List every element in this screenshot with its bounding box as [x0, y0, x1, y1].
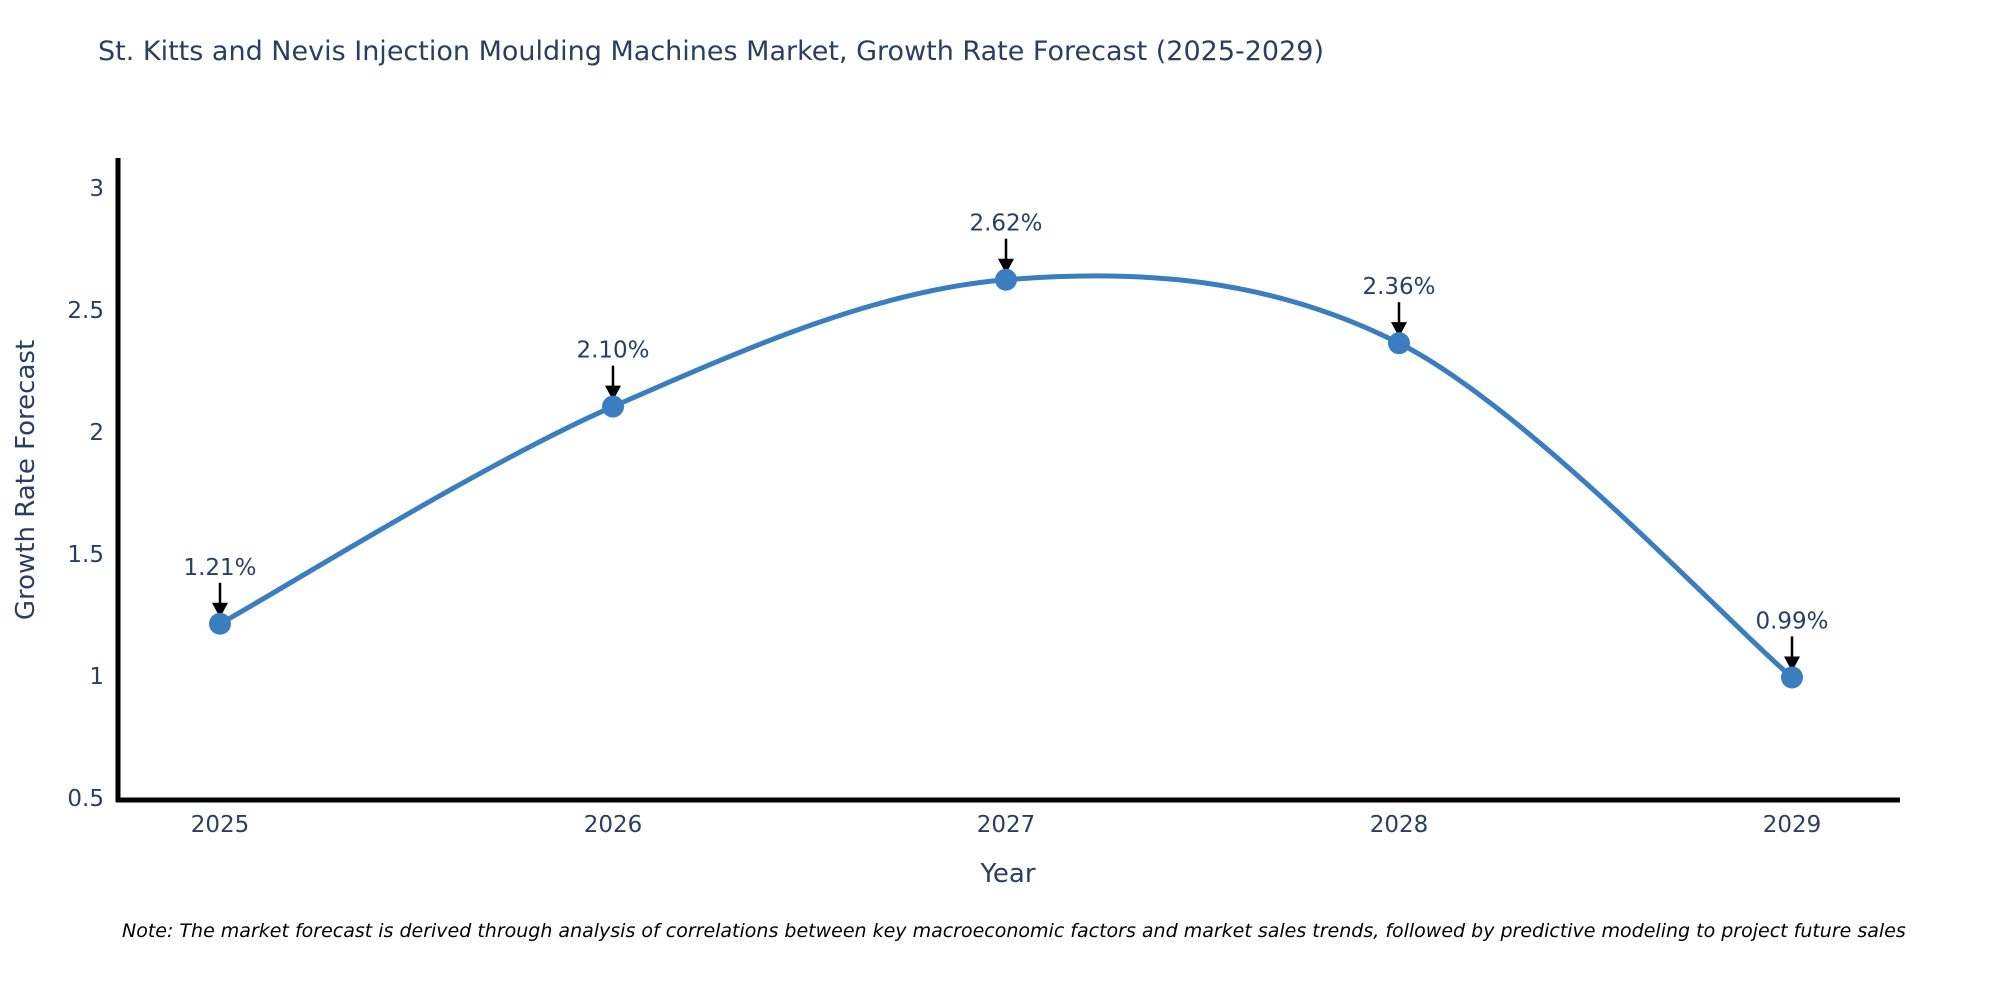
- y-axis-title: Growth Rate Forecast: [11, 340, 41, 620]
- data-point-marker-2025[interactable]: [209, 612, 231, 635]
- annotation-arrowhead-icon: [1784, 656, 1800, 672]
- data-point-group: 1.21%: [183, 555, 257, 635]
- x-tick-label: 2027: [977, 812, 1036, 838]
- data-point-group: 2.62%: [969, 211, 1043, 291]
- data-point-marker-2029[interactable]: [1781, 666, 1803, 689]
- chart-title: St. Kitts and Nevis Injection Moulding M…: [98, 36, 1324, 67]
- y-tick-label: 1.5: [67, 542, 104, 568]
- data-point-marker-2026[interactable]: [602, 395, 624, 418]
- x-axis-title: Year: [979, 859, 1035, 889]
- annotation-arrowhead-icon: [998, 258, 1014, 274]
- annotation-arrowhead-icon: [212, 602, 228, 618]
- data-point-label: 0.99%: [1755, 608, 1828, 634]
- x-tick-label: 2028: [1370, 812, 1429, 838]
- data-point-label: 2.62%: [969, 211, 1042, 237]
- data-point-marker-2028[interactable]: [1388, 332, 1410, 355]
- annotation-arrowhead-icon: [605, 385, 621, 401]
- y-tick-label: 3: [89, 176, 104, 202]
- x-tick-label: 2025: [191, 812, 250, 838]
- y-tick-label: 2: [89, 420, 104, 446]
- data-point-label: 2.10%: [576, 338, 649, 364]
- forecast-line: [217, 273, 1795, 680]
- data-point-group: 0.99%: [1755, 608, 1829, 689]
- data-point-group: 2.36%: [1362, 274, 1436, 355]
- x-tick-label: 2026: [584, 812, 643, 838]
- y-tick-label: 0.5: [67, 786, 104, 812]
- annotation-arrowhead-icon: [1391, 322, 1407, 338]
- footnote: Note: The market forecast is derived thr…: [122, 920, 1906, 942]
- data-point-group: 2.10%: [576, 338, 650, 418]
- x-tick-label: 2029: [1763, 812, 1822, 838]
- y-tick-label: 2.5: [67, 298, 104, 324]
- data-point-label: 1.21%: [183, 555, 256, 581]
- data-point-label: 2.36%: [1362, 274, 1435, 300]
- data-point-marker-2027[interactable]: [995, 268, 1017, 291]
- y-tick-label: 1: [89, 664, 104, 690]
